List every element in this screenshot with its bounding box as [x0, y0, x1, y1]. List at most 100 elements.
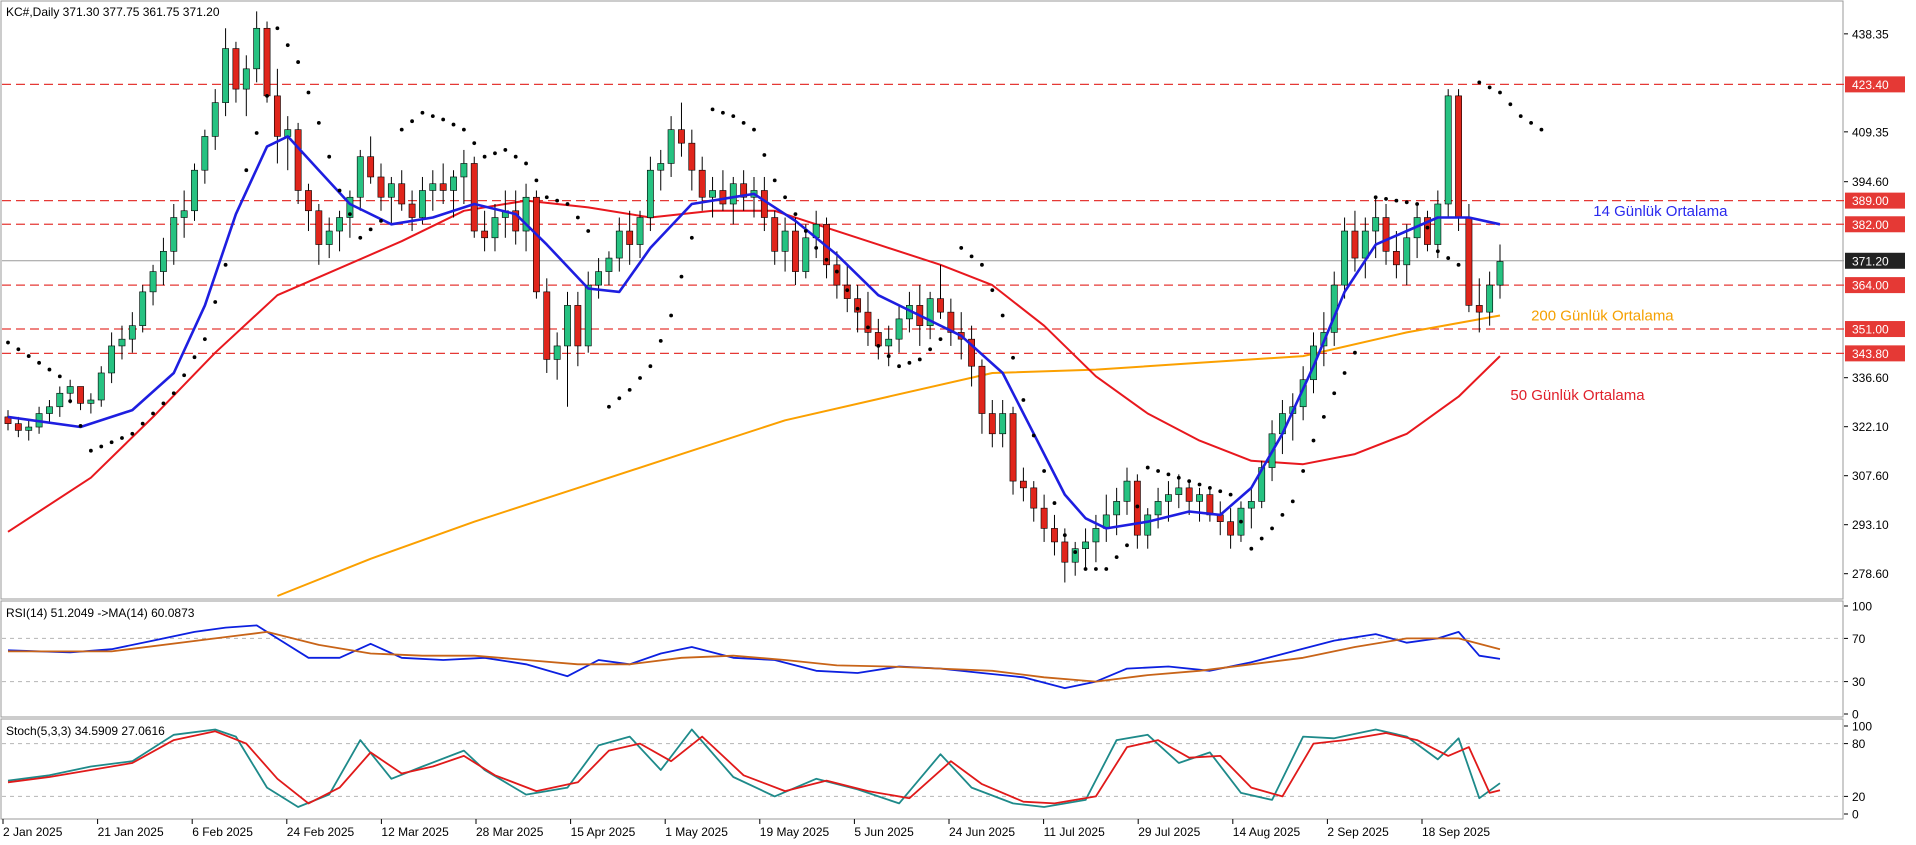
sar-dot	[1176, 475, 1181, 480]
candle	[740, 170, 748, 211]
sar-dot	[503, 148, 508, 152]
sar-dot	[265, 93, 269, 98]
time-tick-label: 24 Jun 2025	[949, 825, 1015, 839]
candle	[315, 204, 323, 265]
price-tick-label: 343.80	[1852, 347, 1889, 361]
candle-body-bear	[688, 142, 696, 171]
annotation-label: 200 Günlük Ortalama	[1531, 308, 1674, 325]
sar-dot	[192, 355, 197, 360]
sar-dot	[358, 235, 363, 240]
time-tick-label: 1 May 2025	[665, 825, 728, 839]
time-tick-label: 6 Feb 2025	[192, 825, 253, 839]
sar-dot	[1166, 472, 1171, 477]
candle	[253, 11, 261, 83]
sar-dot	[897, 364, 901, 369]
candle	[833, 251, 841, 299]
candle	[160, 237, 167, 286]
sar-dot	[1425, 225, 1430, 230]
sar-dot	[689, 235, 694, 240]
candle	[1341, 217, 1348, 299]
rsi-series-line	[7, 624, 1501, 689]
candle	[636, 210, 644, 259]
price-tick-label: 293.10	[1852, 518, 1889, 532]
candle-body-bear	[1019, 480, 1027, 489]
candle	[128, 312, 136, 353]
candle	[1040, 494, 1048, 542]
candle	[170, 204, 178, 265]
level-price-box	[1845, 277, 1905, 294]
candle-body-bull	[1144, 514, 1152, 536]
sar-dot	[161, 401, 166, 406]
candle	[1019, 467, 1027, 502]
candle	[1392, 231, 1400, 279]
sar-dot	[980, 262, 984, 267]
annotation-label: 14 Günlük Ortalama	[1593, 203, 1728, 220]
candle	[232, 41, 240, 103]
candle-body-bull	[118, 338, 126, 347]
stoch-panel-frame	[0, 718, 1844, 820]
candle	[1123, 467, 1131, 515]
sar-dot	[1042, 469, 1047, 473]
candle	[1154, 487, 1162, 529]
candle	[1351, 210, 1359, 272]
sar-dot	[130, 431, 135, 436]
candle-body-bull	[387, 183, 395, 198]
candle	[1310, 332, 1317, 394]
sar-dot	[1104, 567, 1109, 571]
candle-body-bull	[97, 372, 105, 401]
sar-dot	[534, 178, 539, 183]
candle-body-bull	[201, 136, 209, 171]
sar-dot	[928, 347, 933, 352]
candle	[937, 264, 944, 319]
sar-dot	[182, 373, 187, 378]
sar-dot	[1239, 519, 1243, 524]
candle	[367, 136, 375, 184]
sar-dot	[6, 340, 10, 345]
candle-body-bull	[1113, 501, 1121, 516]
sar-dot	[1498, 90, 1502, 95]
candle	[242, 55, 250, 117]
sar-dot	[1083, 567, 1088, 571]
candle	[1455, 89, 1462, 232]
sar-dot	[337, 188, 342, 193]
candle-body-bear	[367, 156, 375, 178]
candle	[1372, 197, 1380, 259]
candle-body-bull	[149, 271, 157, 293]
candle	[988, 400, 996, 448]
candle-body-bear	[760, 190, 768, 218]
sar-dot	[202, 337, 207, 342]
sar-dot	[316, 120, 321, 125]
candle-body-bull	[450, 176, 457, 191]
candle	[46, 400, 53, 424]
symbol-header: KC#,Daily 371.30 377.75 361.75 371.20	[6, 5, 220, 19]
candle-body-bull	[1082, 541, 1089, 549]
candle-body-bear	[1382, 217, 1390, 252]
sar-dot	[379, 218, 383, 223]
sar-dot	[430, 114, 435, 119]
price-tick-label: 307.60	[1852, 469, 1889, 483]
candle-body-bear	[937, 298, 944, 313]
sar-dot	[669, 313, 674, 318]
candle	[1227, 508, 1235, 549]
candle	[139, 285, 147, 333]
candle-body-bull	[346, 196, 354, 218]
candle	[1144, 508, 1152, 549]
candle-body-bull	[336, 217, 343, 232]
candle-body-bear	[232, 48, 240, 90]
sar-dot	[959, 246, 964, 250]
rsi-series-line	[8, 631, 1501, 683]
candle	[180, 190, 188, 238]
time-tick-label: 15 Apr 2025	[571, 825, 636, 839]
sar-dot	[679, 274, 684, 279]
sar-dot	[348, 212, 352, 217]
candle	[408, 190, 416, 232]
sar-dot	[1197, 482, 1202, 487]
candle-body-bear	[398, 183, 406, 205]
candle-body-bear	[947, 311, 955, 333]
candle	[522, 183, 530, 252]
price-tick-label: 364.00	[1852, 279, 1889, 293]
candle-body-bear	[1030, 487, 1038, 509]
sar-dot	[783, 195, 787, 200]
candle-body-bull	[108, 345, 116, 374]
